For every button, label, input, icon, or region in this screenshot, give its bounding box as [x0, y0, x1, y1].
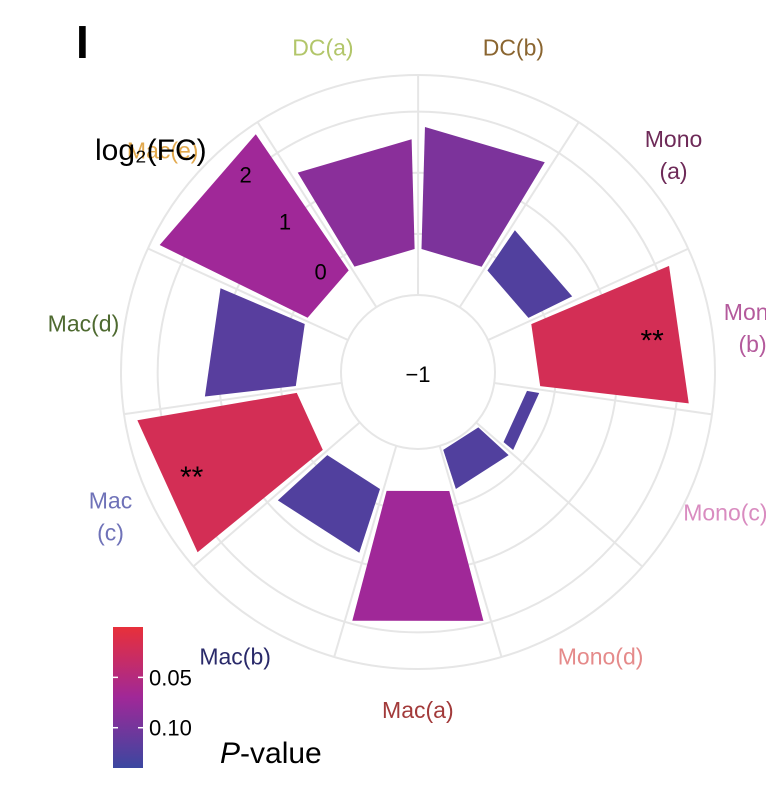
colorbar: 0.05 0.10 P-value [113, 627, 322, 770]
category-label: Mono (a) [645, 126, 703, 184]
category-labels: DC(a) DC(b) Mono(a) Mono(b) Mono(c) Mono(d) Ma… [48, 35, 766, 723]
category-label: Mono(c) [683, 500, 766, 526]
colorbar-tick-label: 0.05 [149, 665, 192, 690]
bar-mac-e [159, 134, 349, 318]
category-label: Mac(b) [199, 643, 271, 669]
bar-mac-b [277, 455, 381, 553]
significance-marker: ** [640, 324, 664, 357]
category-label: Mac(d) [48, 311, 120, 337]
significance-annotations: ** ** [180, 324, 664, 494]
bar-mac-d [204, 288, 305, 397]
colorbar-gradient [113, 627, 143, 768]
category-label: DC(b) [483, 35, 544, 61]
grid-spoke [333, 445, 398, 658]
grid-spoke [147, 247, 349, 341]
radial-tick-label: 0 [314, 259, 326, 284]
bar-mono-a [487, 230, 573, 318]
category-label: Mac(e) [127, 138, 199, 164]
grid-spoke [256, 121, 378, 308]
radial-axis-title: log₂(FC) [95, 134, 207, 167]
category-label: Mono(b) [724, 299, 766, 357]
bar-mono-d [443, 427, 509, 490]
category-label: Mac (c) [89, 487, 132, 545]
radial-tick-label: 1 [279, 209, 291, 234]
radial-tick-labels: −1 01 2 [240, 163, 431, 387]
category-label: DC(a) [292, 35, 353, 61]
bar-mac-a [352, 490, 484, 621]
bar-dc-a [297, 139, 415, 267]
bar-mono-c [503, 390, 540, 450]
bar-mono-b [531, 265, 689, 404]
grid-circle [340, 294, 496, 450]
significance-marker: ** [180, 461, 204, 494]
grid-spoke [487, 247, 689, 341]
bars-group [137, 127, 689, 621]
grid-spoke [494, 382, 713, 416]
panel-letter: I [76, 16, 89, 68]
colorbar-title: P-value [220, 737, 322, 770]
grid-spoke [192, 421, 361, 568]
grid-spoke [475, 421, 644, 568]
bar-mac-c [137, 392, 323, 553]
radial-tick-label: −1 [405, 362, 430, 387]
category-label: Mac(a) [382, 697, 454, 723]
bar-dc-b [421, 127, 545, 267]
grid-spoke [123, 381, 342, 416]
grid-spoke [458, 121, 580, 308]
radial-tick-label: 2 [240, 163, 252, 188]
category-label: Mono(d) [558, 643, 644, 669]
colorbar-tick-label: 0.10 [149, 716, 192, 741]
grid-spoke [438, 445, 503, 658]
